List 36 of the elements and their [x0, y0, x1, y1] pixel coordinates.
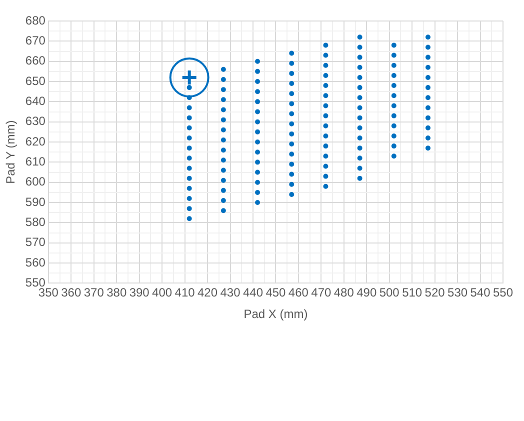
x-tick-label: 400: [152, 286, 172, 300]
y-tick-label: 590: [25, 194, 46, 209]
x-tick-label: 510: [402, 286, 422, 300]
y-tick-label: 650: [25, 74, 46, 88]
x-tick-label: 460: [288, 286, 309, 300]
x-tick-label: 370: [84, 286, 104, 300]
x-tick-label: 430: [220, 286, 241, 300]
x-tick-label: 540: [470, 286, 491, 300]
x-tick-label: 550: [492, 286, 514, 300]
y-tick-label: 600: [25, 174, 46, 189]
y-tick-label: 660: [25, 54, 46, 68]
x-tick-label: 480: [334, 286, 354, 300]
x-axis-title: Pad X (mm): [244, 307, 308, 322]
y-tick-label: 570: [25, 235, 46, 250]
x-tick-label: 520: [424, 286, 446, 300]
y-tick-label: 670: [25, 33, 46, 48]
x-tick-label: 350: [38, 286, 59, 300]
x-tick-label: 450: [266, 286, 286, 300]
y-tick-label: 680: [25, 13, 46, 28]
x-tick-label: 490: [356, 286, 377, 300]
x-tick-label: 410: [174, 286, 196, 300]
y-tick-label: 610: [25, 154, 46, 168]
x-tick-label: 500: [379, 286, 400, 300]
x-tick-label: 390: [129, 286, 150, 300]
y-axis-title: Pad Y (mm): [4, 120, 18, 184]
y-tick-label: 580: [25, 215, 46, 230]
x-tick-label: 420: [198, 286, 218, 300]
x-tick-label: 440: [242, 286, 264, 300]
x-tick-label: 530: [448, 286, 468, 300]
y-tick-label: 630: [25, 114, 46, 128]
y-tick-label: 640: [25, 94, 46, 108]
y-tick-label: 620: [25, 134, 46, 148]
x-tick-label: 360: [61, 286, 82, 300]
y-tick-label: 560: [25, 255, 46, 270]
x-tick-label: 380: [106, 286, 127, 300]
x-tick-label: 470: [311, 286, 332, 300]
